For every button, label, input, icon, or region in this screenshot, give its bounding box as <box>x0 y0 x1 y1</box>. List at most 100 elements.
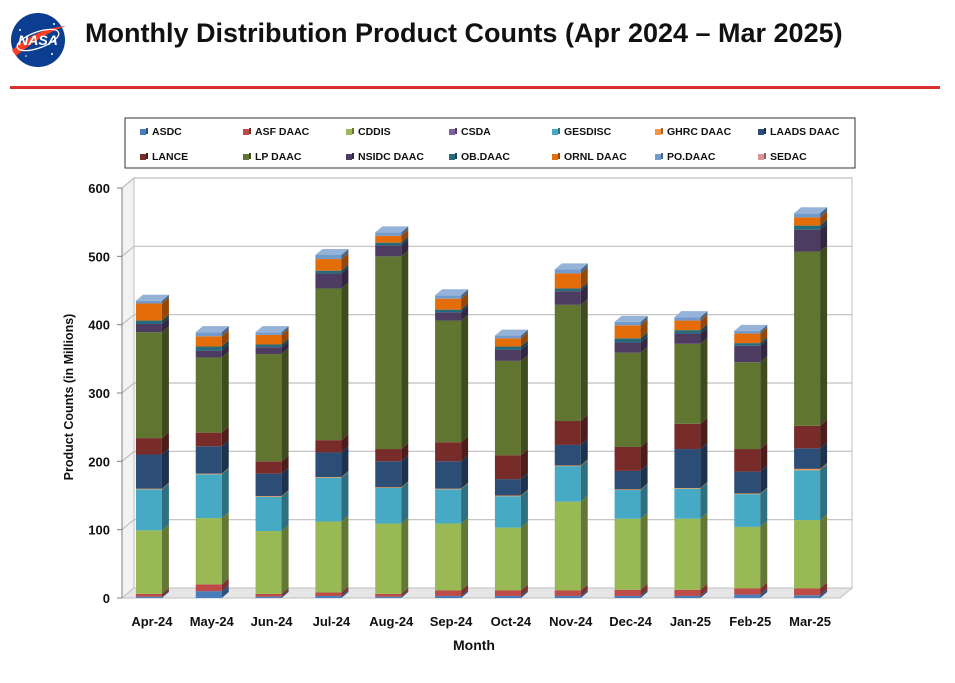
legend-label: CDDIS <box>358 126 391 138</box>
bar-top-face <box>494 329 528 336</box>
bar-segment-lance <box>135 432 169 455</box>
y-gridline <box>121 245 852 257</box>
bar-segment-nsidc-daac <box>674 327 708 344</box>
bar-segment-asf-daac <box>135 587 169 597</box>
legend-swatch <box>655 129 661 135</box>
bar-segment-nsidc-daac <box>195 344 229 358</box>
bar-segment-po-daac <box>375 226 409 236</box>
bar-segment-gesdisc <box>794 464 828 521</box>
y-gridline <box>121 314 852 326</box>
bar-segment-gesdisc <box>135 483 169 531</box>
bar-segment-cddis <box>435 517 469 591</box>
legend-swatch <box>346 129 352 135</box>
bar-segment-ob-daac <box>255 338 289 348</box>
y-tick-label: 300 <box>88 386 110 401</box>
bar-stack-Mar-25 <box>794 207 828 598</box>
bar-segment-ob-daac <box>494 340 528 350</box>
bar-segment-ob-daac <box>674 324 708 334</box>
bar-segment-po-daac <box>315 248 349 260</box>
legend-item-asdc: ASDC <box>140 126 182 138</box>
bar-stack-Jul-24 <box>315 248 349 598</box>
bar-segment-lp-daac <box>375 250 409 450</box>
legend-swatch <box>140 129 146 135</box>
legend-item-ornl-daac: ORNL DAAC <box>552 151 627 163</box>
legend-label: CSDA <box>461 126 491 138</box>
page-title: Monthly Distribution Product Counts (Apr… <box>85 18 843 48</box>
bar-segment-lp-daac <box>255 348 289 462</box>
bar-stack-Dec-24 <box>614 315 648 598</box>
bar-segment-po-daac <box>255 326 289 335</box>
bar-top-face <box>734 324 768 331</box>
legend-item-nsidc-daac: NSIDC DAAC <box>346 151 424 163</box>
bar-segment-gesdisc <box>554 460 588 502</box>
y-tick-label: 0 <box>103 591 110 606</box>
bar-top-face <box>375 226 409 233</box>
bar-segment-lp-daac <box>554 298 588 422</box>
bar-segment-nsidc-daac <box>734 339 768 363</box>
bar-segment-laads-daac <box>375 455 409 488</box>
bar-segment-ghrc-daac <box>375 481 409 488</box>
bar-segment-asdc <box>255 590 289 598</box>
bar-segment-ob-daac <box>734 337 768 346</box>
bar-segment-lp-daac <box>674 337 708 424</box>
bar-segment-ornl-daac <box>794 211 828 226</box>
legend-item-sedac: SEDAC <box>758 151 807 163</box>
legend-item-csda: CSDA <box>449 126 491 138</box>
bar-segment-lance <box>375 443 409 462</box>
bar-segment-nsidc-daac <box>435 306 469 321</box>
y-gridline <box>121 450 852 462</box>
legend-label: GESDISC <box>564 126 612 138</box>
x-tick-label: Aug-24 <box>369 614 414 629</box>
bar-top-face <box>554 263 588 270</box>
bar-segment-asf-daac <box>494 584 528 596</box>
y-gridline <box>121 382 852 394</box>
bar-segment-ornl-daac <box>255 328 289 345</box>
legend-item-lp-daac: LP DAAC <box>243 151 302 163</box>
bar-segment-gesdisc <box>435 483 469 524</box>
x-tick-label: Sep-24 <box>430 614 473 629</box>
bar-segment-gesdisc <box>195 468 229 519</box>
bar-stack-Sep-24 <box>435 289 469 598</box>
legend-swatch <box>758 129 764 135</box>
x-tick-label: Nov-24 <box>549 614 593 629</box>
bar-top-face <box>435 289 469 296</box>
legend-label: LANCE <box>152 151 188 163</box>
legend-label: OB.DAAC <box>461 151 510 163</box>
bar-top-face <box>794 207 828 214</box>
axis-ticks: 0 100 200 300 400 500 600 Apr-24 May-24 Jun-24 Jul… <box>88 181 831 629</box>
legend: ASDC ASF DAAC CDDIS CSDA GESDISC GHRC DAAC LAA… <box>124 117 856 169</box>
bar-segment-cddis <box>554 495 588 591</box>
bar-segment-ornl-daac <box>494 332 528 347</box>
legend-item-gesdisc: GESDISC <box>552 126 612 138</box>
legend-item-ob-daac: OB.DAAC <box>449 151 510 163</box>
legend-item-lance: LANCE <box>140 151 188 163</box>
bar-segment-ornl-daac <box>734 327 768 344</box>
x-tick-label: Mar-25 <box>789 614 831 629</box>
legend-swatch <box>449 154 455 160</box>
bar-segment-gesdisc <box>674 482 708 519</box>
bar-segment-cddis <box>674 512 708 590</box>
x-tick-label: Dec-24 <box>609 614 652 629</box>
bar-segment-po-daac <box>794 207 828 218</box>
bar-segment-gesdisc <box>734 488 768 527</box>
bar-segment-lance <box>614 440 648 471</box>
bar-segment-asdc <box>135 590 169 598</box>
bar-segment-lance <box>554 415 588 445</box>
logo-wordmark: NASA <box>18 32 58 48</box>
chart-floor <box>120 587 854 599</box>
bar-top-face <box>135 294 169 301</box>
bar-segment-asdc <box>195 585 229 598</box>
bar-stack-Jan-25 <box>674 311 708 598</box>
legend-swatch <box>552 129 558 135</box>
title-divider <box>10 86 940 89</box>
bar-segment-asf-daac <box>375 587 409 597</box>
bar-segment-lance <box>494 449 528 480</box>
legend-label: ORNL DAAC <box>564 151 627 163</box>
bar-segment-ghrc-daac <box>315 471 349 478</box>
bar-segment-lance <box>255 455 289 474</box>
bar-segment-ornl-daac <box>554 267 588 289</box>
bar-segment-ob-daac <box>315 264 349 274</box>
bar-segment-asdc <box>614 589 648 598</box>
y-tick-label: 100 <box>88 523 110 538</box>
bar-segment-gesdisc <box>255 490 289 532</box>
